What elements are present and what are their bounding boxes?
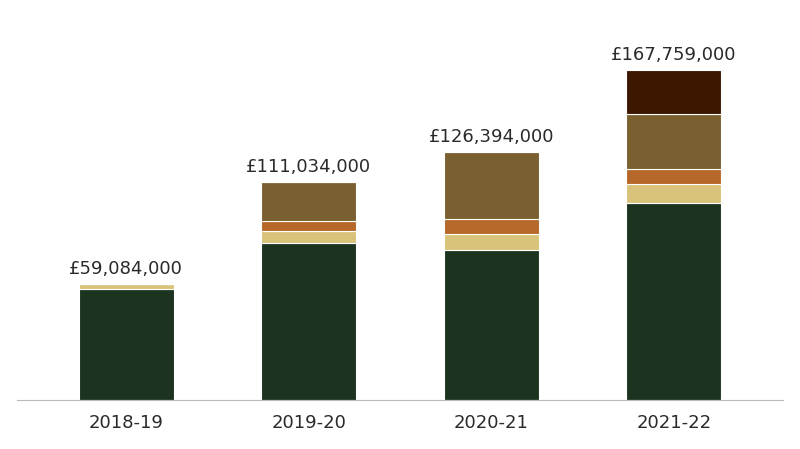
Bar bbox=[262, 243, 356, 401]
Bar bbox=[444, 234, 538, 250]
Bar bbox=[444, 250, 538, 401]
Bar bbox=[626, 70, 722, 114]
Text: £167,759,000: £167,759,000 bbox=[611, 46, 737, 64]
Bar bbox=[262, 221, 356, 231]
Text: £126,394,000: £126,394,000 bbox=[429, 128, 554, 146]
Bar bbox=[78, 289, 174, 401]
Bar bbox=[262, 182, 356, 221]
Bar bbox=[78, 284, 174, 289]
Bar bbox=[626, 169, 722, 185]
Bar bbox=[626, 114, 722, 169]
Bar bbox=[626, 203, 722, 401]
Bar bbox=[626, 185, 722, 203]
Bar bbox=[444, 219, 538, 234]
Bar bbox=[262, 231, 356, 243]
Bar bbox=[444, 152, 538, 219]
Text: £111,034,000: £111,034,000 bbox=[246, 158, 371, 176]
Text: £59,084,000: £59,084,000 bbox=[70, 260, 183, 278]
